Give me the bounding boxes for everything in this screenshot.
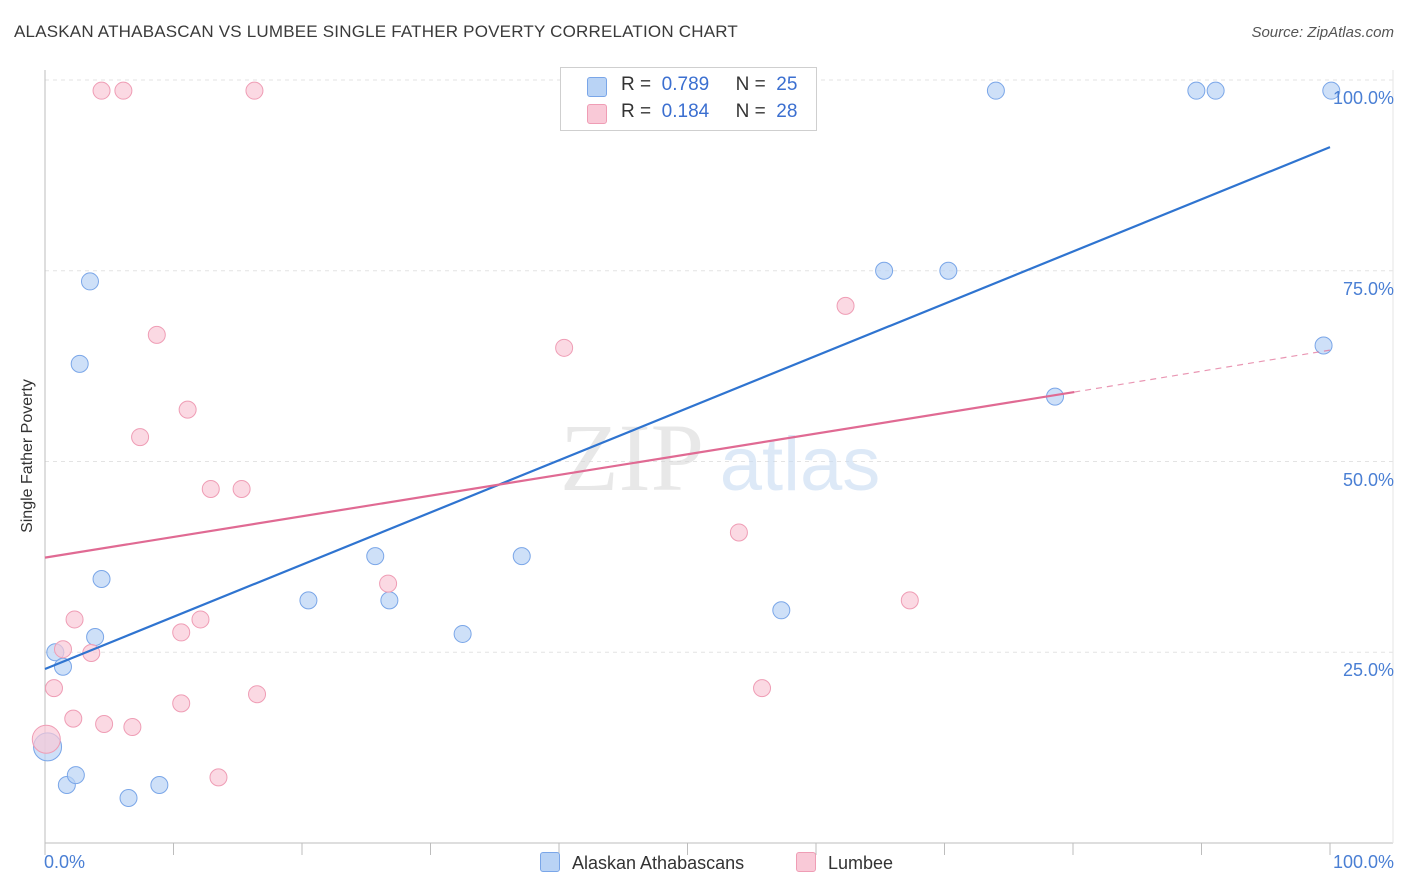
pink-point-11 [147,325,166,344]
pink-point-8 [114,81,133,100]
legend-swatch-pink-bottom [796,852,816,872]
pink-point-26 [836,296,855,315]
x-tick-label-min: 0.0% [44,852,86,872]
blue-point-16 [772,601,791,620]
axes [44,70,1394,855]
legend-n-value-pink: 28 [776,101,798,122]
pink-point-13 [172,694,191,713]
blue-point-23 [1314,336,1333,355]
legend-n-value-blue: 25 [776,74,798,95]
correlation-legend: R = 0.789 N = 25 R = 0.184 N = 28 [560,67,817,131]
pink-point-9 [123,718,142,737]
trend-line-alaskan-athabascans [44,146,1331,671]
pink-point-16 [201,479,220,498]
pink-point-25 [753,679,772,698]
pink-point-17 [209,768,228,787]
chart-title: ALASKAN ATHABASCAN VS LUMBEE SINGLE FATH… [14,22,739,41]
trend-lines [44,146,1331,671]
pink-point-3 [64,709,83,728]
pink-point-24 [729,523,748,542]
grid-lines [45,79,1393,653]
pink-point-12 [172,623,191,642]
pink-point-1 [44,679,63,698]
source-label: Source: ZipAtlas.com [1251,24,1394,41]
blue-point-9 [119,788,138,807]
pink-point-20 [248,685,267,704]
pink-point-6 [95,714,114,733]
blue-point-5 [70,354,89,373]
blue-point-15 [512,547,531,566]
y-tick-label-100: 100.0% [1332,88,1394,108]
watermark-atlas: atlas [720,422,881,507]
blue-point-10 [150,776,169,795]
pink-point-0 [31,724,61,754]
pink-point-2 [53,640,72,659]
blue-point-13 [380,591,399,610]
legend-swatch-pink [587,104,607,124]
y-tick-label-75: 75.0% [1342,278,1394,299]
y-axis-label: Single Father Poverty [19,379,36,533]
pink-point-10 [131,428,150,447]
pink-point-4 [65,610,84,629]
blue-point-4 [66,766,85,785]
blue-point-24 [1322,81,1341,100]
legend-r-value-pink: 0.184 [661,101,710,122]
y-tick-label-50: 50.0% [1342,469,1394,490]
pink-point-22 [555,338,574,357]
blue-point-18 [939,261,958,280]
blue-point-21 [1187,81,1206,100]
blue-point-14 [453,624,472,643]
pink-point-15 [191,610,210,629]
pink-point-18 [232,479,251,498]
blue-point-12 [366,547,385,566]
legend-swatch-blue [587,77,607,97]
series-lumbee-points [31,81,919,787]
blue-point-6 [80,272,99,291]
trend-line-lumbee [44,390,1075,559]
legend-item-alaskan-athabascans: Alaskan Athabascans [540,852,744,874]
blue-point-17 [875,261,894,280]
legend-stats-blue: R = 0.789 N = 25 [621,74,798,95]
watermark-zip: ZIP [560,404,704,511]
blue-point-11 [299,591,318,610]
x-tick-label-max: 100.0% [1332,852,1394,872]
pink-point-21 [379,574,398,593]
trend-line-lumbee-extension [1074,349,1331,393]
blue-point-19 [986,81,1005,100]
blue-point-22 [1206,81,1225,100]
pink-point-14 [178,400,197,419]
legend-item-lumbee: Lumbee [796,852,893,874]
legend-stats-pink: R = 0.184 N = 28 [621,101,798,122]
watermark: ZIP atlas [560,404,880,511]
legend-swatch-blue-bottom [540,852,560,872]
pink-point-27 [900,591,919,610]
y-tick-label-25: 25.0% [1342,660,1394,681]
legend-r-value-blue: 0.789 [661,74,710,95]
blue-point-7 [86,627,105,646]
blue-point-8 [92,570,111,589]
pink-point-7 [92,81,111,100]
pink-point-19 [245,81,264,100]
